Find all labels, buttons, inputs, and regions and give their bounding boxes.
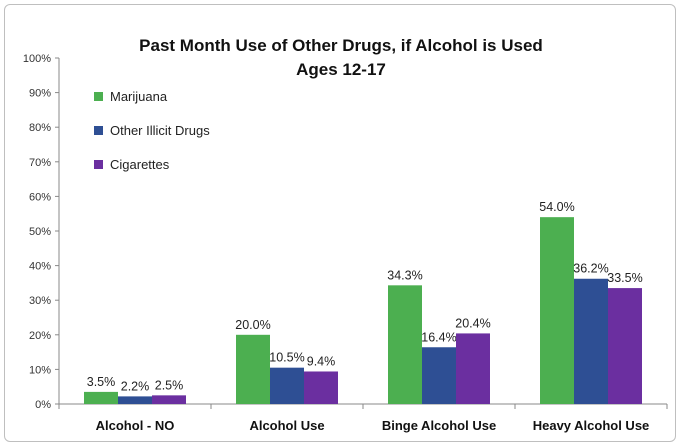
chart-subtitle: Ages 12-17 (296, 60, 386, 79)
bar-cigarettes (304, 371, 338, 404)
bar-marijuana (388, 285, 422, 404)
data-label: 16.4% (421, 330, 456, 344)
y-tick-label: 100% (23, 53, 51, 65)
bar-marijuana (236, 334, 270, 404)
bar-other-illicit-drugs (574, 278, 608, 404)
legend-swatch (94, 92, 103, 101)
bar-marijuana (540, 217, 574, 404)
legend-label: Cigarettes (110, 157, 170, 172)
bar-cigarettes (456, 333, 490, 404)
bar-cigarettes (152, 395, 186, 404)
y-tick-label: 40% (29, 261, 51, 273)
data-label: 36.2% (573, 262, 608, 276)
bar-cigarettes (608, 288, 642, 404)
y-tick-label: 0% (35, 399, 51, 411)
y-tick-label: 60% (29, 191, 51, 203)
y-tick-label: 50% (29, 226, 51, 238)
y-tick-label: 20% (29, 330, 51, 342)
y-tick-label: 10% (29, 364, 51, 376)
data-label: 10.5% (269, 351, 304, 365)
legend-swatch (94, 126, 103, 135)
data-label: 34.3% (387, 268, 422, 282)
legend-swatch (94, 160, 103, 169)
y-tick-label: 90% (29, 88, 51, 100)
data-label: 20.0% (235, 318, 270, 332)
data-label: 54.0% (539, 200, 574, 214)
bar-other-illicit-drugs (422, 347, 456, 404)
x-category-label: Alcohol Use (249, 418, 324, 433)
data-label: 3.5% (87, 375, 116, 389)
y-tick-label: 80% (29, 122, 51, 134)
x-category-label: Binge Alcohol Use (382, 418, 496, 433)
chart-title: Past Month Use of Other Drugs, if Alcoho… (139, 36, 543, 55)
y-tick-label: 30% (29, 295, 51, 307)
legend-label: Marijuana (110, 89, 168, 104)
bar-other-illicit-drugs (270, 367, 304, 404)
data-label: 20.4% (455, 316, 490, 330)
y-tick-label: 70% (29, 157, 51, 169)
legend-label: Other Illicit Drugs (110, 123, 210, 138)
data-label: 9.4% (307, 354, 336, 368)
data-label: 2.5% (155, 378, 184, 392)
data-label: 33.5% (607, 271, 642, 285)
x-category-label: Heavy Alcohol Use (533, 418, 650, 433)
data-label: 2.2% (121, 379, 150, 393)
x-category-label: Alcohol - NO (96, 418, 175, 433)
bar-other-illicit-drugs (118, 396, 152, 404)
bar-marijuana (84, 391, 118, 404)
